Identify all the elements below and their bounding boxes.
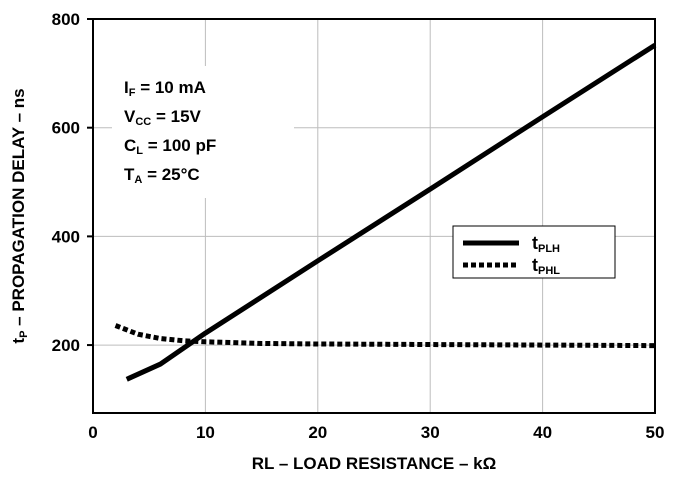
condition-text: CL = 100 pF <box>124 136 216 157</box>
plot-frame <box>92 18 656 414</box>
x-axis-title: RL – LOAD RESISTANCE – kΩ <box>252 454 496 473</box>
y-axis-title: tP – PROPAGATION DELAY – ns <box>9 88 30 343</box>
condition-text: VCC = 15V <box>124 107 202 128</box>
x-tick-label: 0 <box>88 423 97 442</box>
x-tick-label: 30 <box>421 423 440 442</box>
tick-labels: 0 10 20 30 40 50 200 400 600 800 <box>52 10 665 442</box>
y-tick-label: 400 <box>52 227 80 246</box>
conditions-background <box>112 66 294 198</box>
x-tick-label: 10 <box>196 423 215 442</box>
legend-box <box>452 225 616 279</box>
conditions-box: IF = 10 mA VCC = 15V CL = 100 pF TA = 25°C <box>112 66 294 198</box>
condition-text: IF = 10 mA <box>124 78 206 99</box>
condition-text: TA = 25°C <box>124 165 200 186</box>
x-tick-label: 50 <box>646 423 665 442</box>
y-tick-label: 200 <box>52 336 80 355</box>
x-tick-label: 40 <box>533 423 552 442</box>
series-line-tPHL <box>114 323 656 349</box>
legend-label-tPHL: tPHL <box>532 255 560 277</box>
y-tick-label: 600 <box>52 119 80 138</box>
series-lines <box>114 42 657 382</box>
x-tick-label: 20 <box>308 423 327 442</box>
y-tick-label: 800 <box>52 10 80 29</box>
legend-label-tPLH: tPLH <box>532 233 560 255</box>
series-line-tPLH <box>125 42 657 382</box>
